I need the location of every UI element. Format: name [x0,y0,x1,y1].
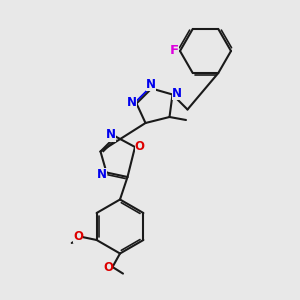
Text: O: O [103,261,113,274]
Text: N: N [146,77,156,91]
Text: O: O [73,230,83,243]
Text: N: N [97,167,107,181]
Text: N: N [172,87,182,100]
Text: N: N [127,96,137,109]
Text: F: F [170,44,179,57]
Text: O: O [135,140,145,154]
Text: N: N [106,128,116,142]
